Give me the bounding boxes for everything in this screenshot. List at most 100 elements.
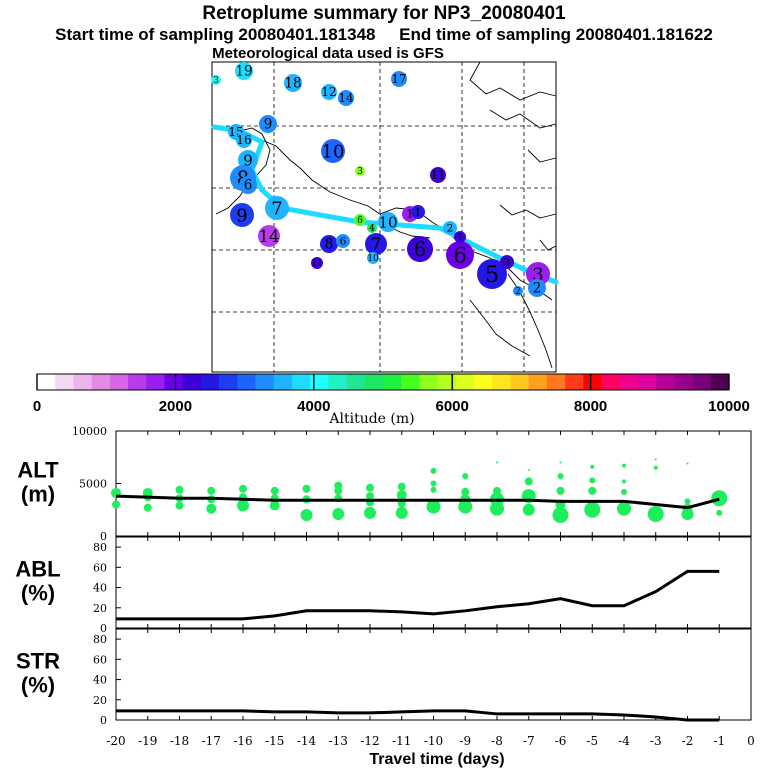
plume-marker-label: 3 [532, 264, 543, 285]
particle-point [396, 490, 407, 501]
y-tick-label: 60 [93, 653, 107, 666]
particle-point [430, 486, 437, 493]
particle-point [175, 501, 184, 510]
colorbar-swatch [109, 374, 129, 390]
plume-marker [355, 166, 365, 176]
colorbar-swatch [492, 374, 511, 390]
panel-unit-label: (%) [21, 673, 55, 698]
altitude-colorbar: 0 2000 4000 6000 8000 10000 Altitude (m) [33, 373, 750, 427]
plume-marker-label: 10 [367, 254, 379, 264]
colorbar-swatch [619, 374, 639, 390]
particle-point [590, 464, 595, 469]
particle-point [621, 488, 627, 495]
end-time-label: End time of sampling 20080401.181622 [399, 25, 713, 44]
particle-point [458, 499, 473, 514]
plume-marker-label: 10 [378, 213, 397, 231]
panel-label: STR [16, 649, 60, 674]
plume-marker [265, 196, 289, 220]
colorbar-swatch [73, 374, 92, 390]
coastline [527, 149, 557, 163]
colorbar-swatch [510, 374, 529, 390]
colorbar-swatch [291, 374, 311, 390]
plume-marker-label: 11 [430, 168, 445, 182]
particle-point [207, 486, 216, 495]
x-tick-label: -5 [586, 734, 598, 748]
particle-point [270, 486, 279, 495]
panel-label: ALT [17, 458, 59, 483]
particle-point [143, 503, 152, 512]
x-tick-label: -13 [329, 734, 348, 748]
colorbar-swatch [328, 374, 347, 390]
plume-marker [284, 74, 302, 92]
plume-marker [259, 115, 277, 133]
particle-point [237, 499, 249, 512]
colorbar-swatch [546, 374, 566, 390]
x-tick-label: -4 [618, 734, 630, 748]
plume-marker [239, 176, 257, 194]
particle-point [206, 503, 217, 514]
x-tick-label: -17 [202, 734, 221, 748]
met-data-label: Meteorological data used is GFS [212, 45, 444, 62]
particle-point [684, 498, 691, 505]
colorbar-swatch [401, 374, 420, 390]
particle-point [686, 462, 689, 465]
colorbar-tick-label: 8000 [574, 398, 607, 415]
particle-point [559, 461, 562, 464]
colorbar-swatch [528, 374, 548, 390]
colorbar-swatch [310, 374, 329, 390]
x-tick-label: -9 [459, 734, 471, 748]
colorbar-swatch [91, 374, 111, 390]
coastline [469, 299, 531, 357]
plume-marker [235, 62, 253, 80]
colorbar-swatch [200, 374, 220, 390]
abl-fraction-line [116, 569, 720, 621]
plume-marker [513, 286, 523, 296]
plume-marker-label: 5 [485, 262, 499, 288]
plume-marker-label: 9 [236, 205, 247, 226]
x-tick-label: -3 [650, 734, 662, 748]
plume-marker [477, 259, 507, 289]
colorbar-swatch [364, 374, 384, 390]
colorbar-swatch [255, 374, 275, 390]
particle-point [366, 483, 374, 492]
plume-marker-label: 6 [340, 236, 347, 248]
colorbar-tick-label: 6000 [436, 398, 469, 415]
plume-marker-label: 9 [264, 117, 273, 133]
plume-marker-label: 6 [244, 178, 253, 194]
particle-point [496, 461, 498, 464]
particle-point [239, 484, 247, 493]
particle-point [622, 479, 626, 484]
y-tick-label: 0 [100, 622, 107, 635]
colorbar-swatch [146, 374, 165, 390]
particle-point [366, 492, 374, 501]
y-tick-label: 10000 [72, 425, 107, 438]
chart-title: Retroplume summary for NP3_20080401 [202, 3, 566, 24]
x-tick-label: -7 [523, 734, 535, 748]
plume-marker [528, 279, 546, 297]
particle-point [269, 500, 280, 511]
plume-marker-label: 2 [533, 281, 542, 297]
plume-marker [500, 255, 514, 269]
particle-point [524, 477, 533, 486]
plume-marker [365, 233, 387, 255]
plume-marker-label: 1 [406, 207, 414, 221]
plume-marker [443, 221, 457, 235]
plume-marker-label: 1 [415, 207, 422, 219]
colorbar-axis-label: Altitude (m) [328, 411, 414, 427]
plume-marker [336, 234, 350, 248]
colorbar-swatch [219, 374, 238, 390]
time-series-panels: 0500010000ALT(m)020406080ABL(%)020406080… [15, 425, 754, 768]
particle-point [430, 480, 437, 487]
x-tick-label: -12 [360, 734, 379, 748]
particle-point [647, 505, 664, 522]
plume-marker-label: 2 [447, 223, 454, 235]
str-fraction-line [116, 709, 720, 722]
plume-marker-label: 6 [414, 238, 426, 261]
x-axis-label: Travel time (days) [369, 751, 504, 768]
plume-marker-label: 14 [259, 227, 280, 246]
colorbar-swatch [273, 374, 293, 390]
particle-point [522, 503, 535, 516]
x-tick-label: -19 [138, 734, 157, 748]
plume-marker-label: 17 [391, 72, 406, 86]
coastline [469, 61, 557, 101]
